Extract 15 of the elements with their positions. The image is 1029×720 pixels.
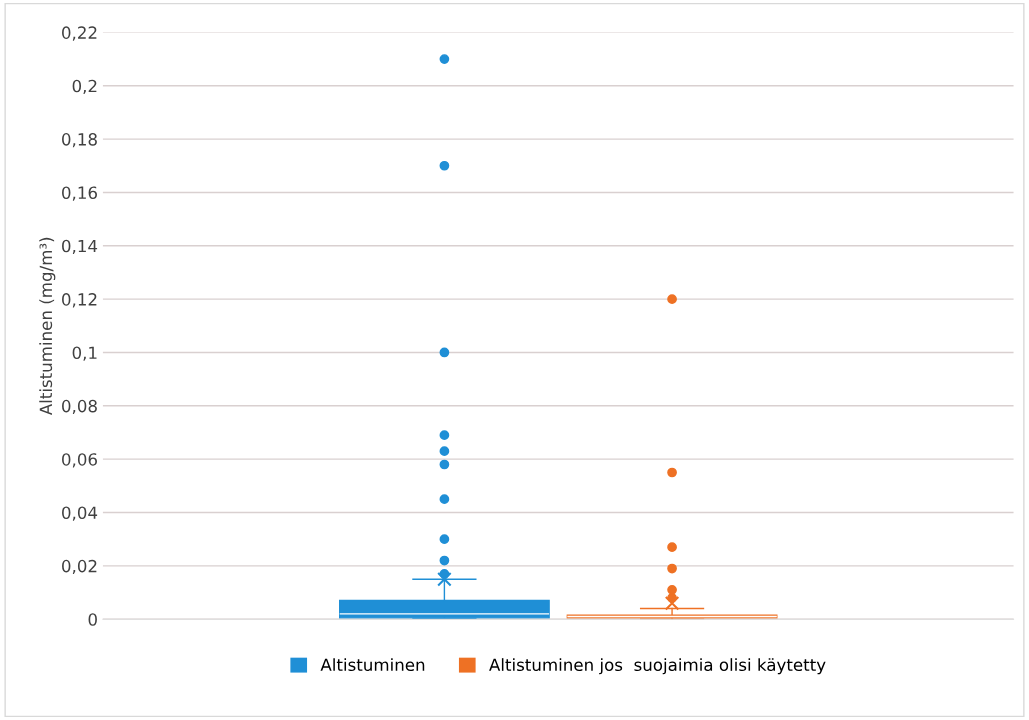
y-tick-label: 0,2 (72, 79, 97, 95)
y-tick-label: 0 (88, 613, 97, 626)
y-tick-label: 0,1 (72, 346, 97, 361)
y-tick-label: 0,16 (62, 186, 97, 201)
y-tick-label: 0,14 (62, 239, 98, 255)
y-tick-label: 0,08 (62, 399, 97, 415)
legend-label: Altistuminen (320, 658, 425, 672)
y-tick-label: 0,12 (62, 293, 97, 308)
y-tick-label: 0,02 (62, 559, 97, 575)
legend-label: Altistuminen jos suojaimia olisi käytetty (489, 658, 826, 675)
y-tick-label: 0,18 (62, 133, 97, 148)
y-axis-title: Altistuminen (mg/m³) (39, 237, 56, 416)
y-tick-label: 0,22 (62, 26, 97, 41)
y-tick-label: 0,04 (62, 506, 98, 521)
y-tick-label: 0,06 (62, 453, 97, 468)
